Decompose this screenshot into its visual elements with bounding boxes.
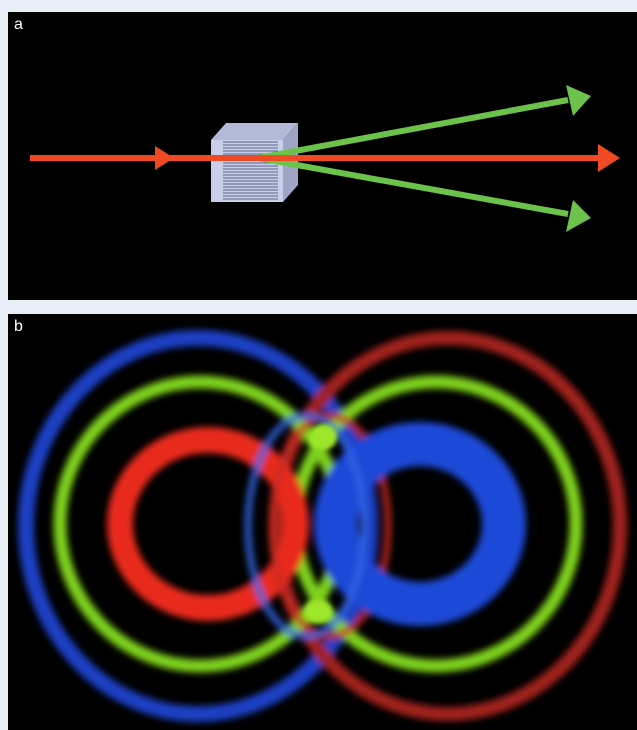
pump-beam-midarrow-icon [155,146,174,170]
inner-blue-crossing-ring [244,412,368,640]
lower-overlap-spot [304,600,332,624]
panel-b-label: b [14,318,23,335]
outer-red-ring [269,331,627,721]
inner-red-ring [107,427,309,621]
panel-b: b [8,314,637,730]
signal-beam-arrow-icon [566,85,591,116]
panel-a: a [8,12,637,300]
down-converted-beams [257,85,591,232]
crystal-front-face [211,140,283,202]
pump-beam [30,144,620,172]
down-conversion-rings-photo [18,330,627,722]
signal-beam-line [257,97,569,161]
inner-red-crossing-ring [268,412,392,640]
beam-diagram [30,85,620,232]
panel-a-label: a [14,16,23,33]
pump-beam-arrow-icon [598,144,620,172]
outer-blue-ring [18,330,378,722]
idler-beam-line [257,155,569,217]
idler-beam-arrow-icon [566,200,591,232]
inner-blue-ring [314,422,526,626]
upper-overlap-spot [309,424,337,450]
crystal-top-face [211,123,298,140]
